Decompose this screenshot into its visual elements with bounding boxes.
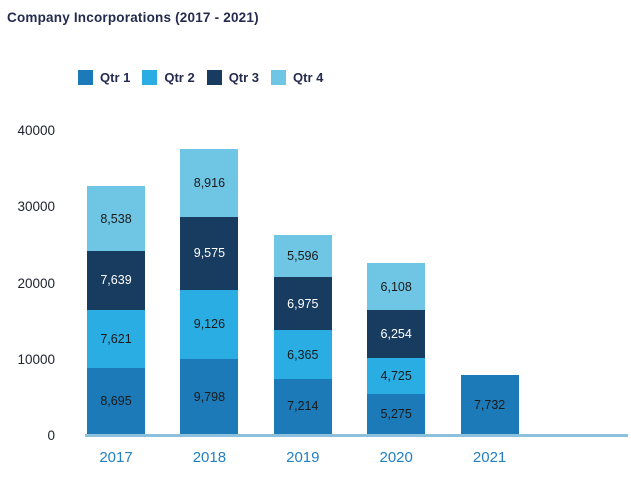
y-axis-tick-label: 30000 <box>17 199 55 215</box>
x-axis-line <box>85 434 628 437</box>
y-axis-tick-label: 20000 <box>17 275 55 291</box>
bar-value-label: 9,798 <box>193 389 226 404</box>
bar-segment-qtr-3-2018: 9,575 <box>180 216 239 290</box>
x-axis-tick-label-2018: 2018 <box>192 449 227 466</box>
legend-swatch-icon <box>142 70 158 85</box>
bar-segment-qtr-2-2018: 9,126 <box>180 289 239 360</box>
bar-value-label: 4,725 <box>380 368 412 383</box>
bar-value-label: 8,695 <box>100 393 132 408</box>
bar-segment-qtr-3-2017: 7,639 <box>87 251 145 310</box>
bar-value-label: 6,108 <box>380 279 412 294</box>
x-axis-tick-label-2020: 2020 <box>379 449 413 466</box>
bar-value-label: 9,575 <box>193 246 226 261</box>
legend-label: Qtr 4 <box>293 70 324 85</box>
bar-segment-qtr-1-2020: 5,275 <box>367 393 426 434</box>
bar-segment-qtr-4-2017: 8,538 <box>87 186 145 252</box>
x-axis-tick-label-2019: 2019 <box>286 449 320 466</box>
bar-value-label: 7,639 <box>100 273 132 288</box>
legend-label: Qtr 2 <box>164 70 195 85</box>
bar-value-label: 5,596 <box>287 248 319 263</box>
bar-value-label: 9,126 <box>193 317 226 332</box>
bar-segment-qtr-2-2020: 4,725 <box>367 357 426 394</box>
x-axis-tick-label-2017: 2017 <box>99 449 133 466</box>
bar-segment-qtr-2-2017: 7,621 <box>87 309 145 368</box>
bar-segment-qtr-4-2019: 5,596 <box>273 234 332 278</box>
legend-swatch-icon <box>271 70 287 85</box>
bar-segment-qtr-1-2019: 7,214 <box>273 378 332 434</box>
bar-value-label: 5,275 <box>380 406 412 421</box>
bar-value-label: 6,975 <box>287 296 319 311</box>
legend-item-qtr-4: Qtr 4 <box>271 70 323 85</box>
y-axis-tick-label: 0 <box>47 428 55 443</box>
bar-value-label: 6,254 <box>380 326 412 341</box>
legend-label: Qtr 3 <box>228 70 260 85</box>
x-axis-tick-label-2021: 2021 <box>472 449 507 466</box>
bar-segment-qtr-3-2020: 6,254 <box>367 310 426 358</box>
bar-value-label: 8,916 <box>193 175 226 190</box>
legend-label: Qtr 1 <box>100 70 131 85</box>
bar-value-label: 7,732 <box>473 397 506 412</box>
bar-segment-qtr-1-2018: 9,798 <box>180 359 239 434</box>
legend-item-qtr-3: Qtr 3 <box>206 70 260 85</box>
legend-swatch-icon <box>206 70 222 85</box>
bar-value-label: 7,621 <box>100 331 132 346</box>
legend-swatch-icon <box>78 70 93 85</box>
bar-value-label: 6,365 <box>287 347 319 362</box>
chart-title: Company Incorporations (2017 - 2021) <box>7 10 259 25</box>
bar-value-label: 8,538 <box>100 211 132 226</box>
bar-segment-qtr-4-2020: 6,108 <box>367 263 426 311</box>
legend-item-qtr-2: Qtr 2 <box>142 70 195 85</box>
bar-segment-qtr-4-2018: 8,916 <box>180 148 239 217</box>
y-axis-tick-label: 10000 <box>17 351 55 367</box>
bar-segment-qtr-3-2019: 6,975 <box>273 277 332 331</box>
bar-segment-qtr-2-2019: 6,365 <box>273 330 332 379</box>
bar-segment-qtr-1-2017: 8,695 <box>87 367 145 434</box>
bar-value-label: 7,214 <box>287 399 319 414</box>
y-axis-tick-label: 40000 <box>17 123 55 138</box>
chart-legend: Qtr 1 Qtr 2 Qtr 3 Qtr 4 <box>78 70 323 85</box>
bar-segment-qtr-1-2021: 7,732 <box>460 375 519 434</box>
legend-item-qtr-1: Qtr 1 <box>78 70 130 85</box>
